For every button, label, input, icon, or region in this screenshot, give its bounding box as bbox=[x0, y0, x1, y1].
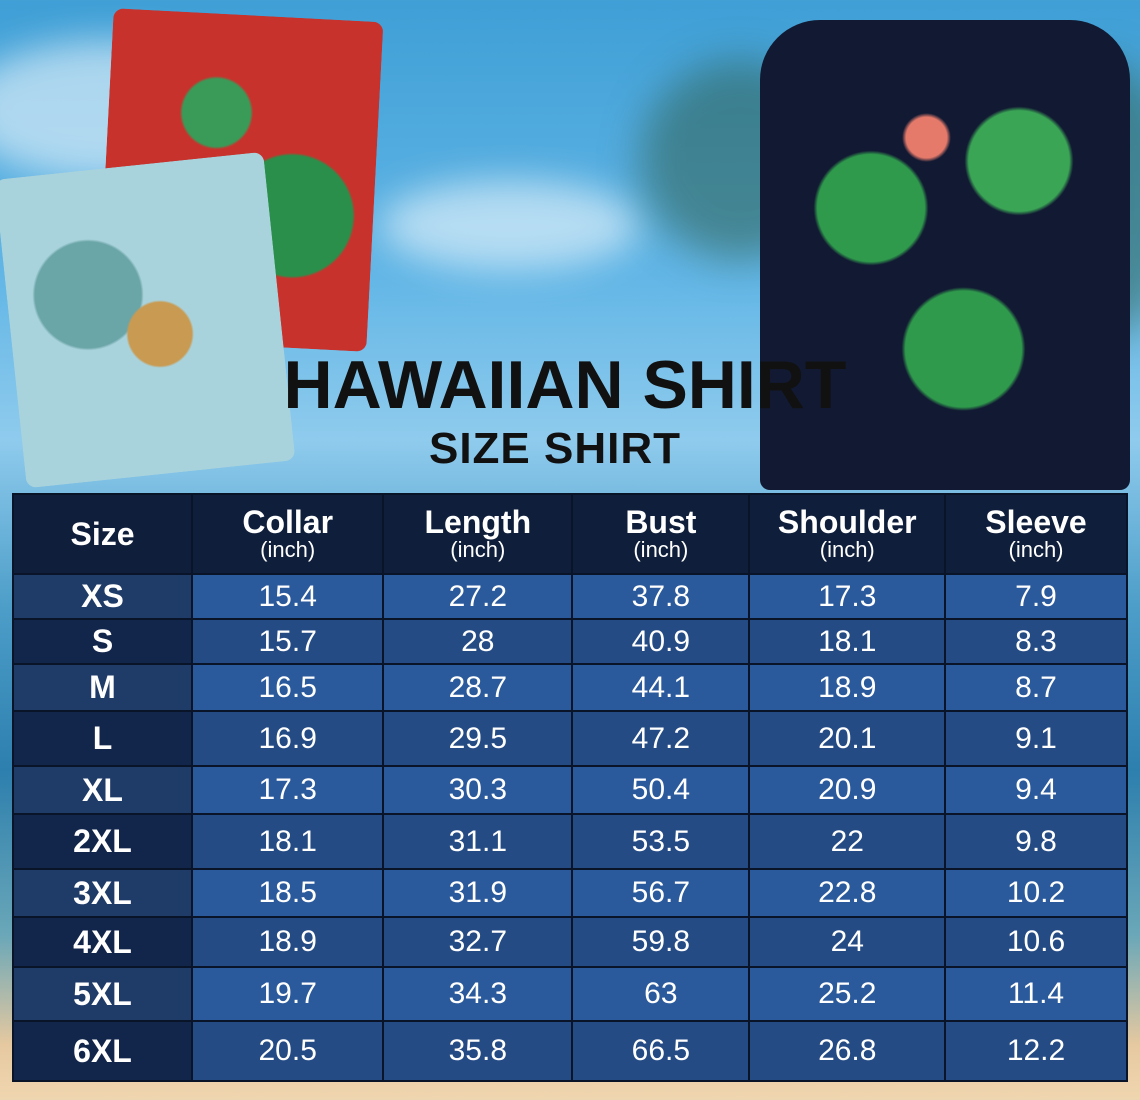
page-title: HAWAIIAN SHIRT bbox=[283, 347, 847, 423]
table-row: 4XL 18.9 32.7 59.8 24 10.6 bbox=[12, 916, 1128, 968]
measurement-cell: 11.4 bbox=[944, 966, 1128, 1022]
measurement-cell: 9.4 bbox=[944, 765, 1128, 815]
column-header-length: Length (inch) bbox=[382, 493, 574, 575]
table-row: L 16.9 29.5 47.2 20.1 9.1 bbox=[12, 710, 1128, 767]
measurement-cell: 26.8 bbox=[748, 1020, 947, 1082]
measurement-cell: 50.4 bbox=[571, 765, 751, 815]
measurement-cell: 16.9 bbox=[190, 710, 385, 767]
size-cell: 3XL bbox=[12, 868, 193, 918]
column-header-label: Collar bbox=[242, 504, 334, 540]
table-row: S 15.7 28 40.9 18.1 8.3 bbox=[12, 618, 1128, 665]
table-header-row: Size Collar (inch) Length (inch) Bust (inch) Sh… bbox=[12, 493, 1128, 575]
measurement-cell: 18.1 bbox=[748, 618, 947, 665]
table-row: M 16.5 28.7 44.1 18.9 8.7 bbox=[12, 663, 1128, 712]
measurement-cell: 31.9 bbox=[382, 868, 574, 918]
size-cell: 2XL bbox=[12, 813, 193, 870]
measurement-cell: 9.1 bbox=[944, 710, 1128, 767]
measurement-cell: 44.1 bbox=[571, 663, 751, 712]
measurement-cell: 20.5 bbox=[190, 1020, 385, 1082]
table-row: 6XL 20.5 35.8 66.5 26.8 12.2 bbox=[12, 1020, 1128, 1082]
column-header-unit: (inch) bbox=[260, 537, 316, 562]
size-cell: 6XL bbox=[12, 1020, 193, 1082]
measurement-cell: 19.7 bbox=[190, 966, 385, 1022]
measurement-cell: 31.1 bbox=[382, 813, 574, 870]
measurement-cell: 17.3 bbox=[190, 765, 385, 815]
measurement-cell: 29.5 bbox=[382, 710, 574, 767]
page-subtitle: SIZE SHIRT bbox=[428, 424, 682, 473]
measurement-cell: 34.3 bbox=[382, 966, 574, 1022]
measurement-cell: 15.7 bbox=[190, 618, 385, 665]
column-header-unit: (inch) bbox=[1008, 537, 1064, 562]
folded-blue-shirt-image bbox=[0, 151, 296, 489]
measurement-cell: 28 bbox=[382, 618, 574, 665]
measurement-cell: 8.7 bbox=[944, 663, 1128, 712]
model-flamingo-shirt-image bbox=[760, 20, 1130, 490]
column-header-collar: Collar (inch) bbox=[190, 493, 385, 575]
measurement-cell: 63 bbox=[571, 966, 751, 1022]
column-header-label: Sleeve bbox=[985, 504, 1087, 540]
measurement-cell: 20.1 bbox=[748, 710, 947, 767]
column-header-unit: (inch) bbox=[450, 537, 506, 562]
table-row: XS 15.4 27.2 37.8 17.3 7.9 bbox=[12, 573, 1128, 620]
measurement-cell: 22.8 bbox=[748, 868, 947, 918]
measurement-cell: 9.8 bbox=[944, 813, 1128, 870]
measurement-cell: 22 bbox=[748, 813, 947, 870]
cloud bbox=[380, 180, 640, 270]
measurement-cell: 56.7 bbox=[571, 868, 751, 918]
column-header-sleeve: Sleeve (inch) bbox=[944, 493, 1128, 575]
measurement-cell: 30.3 bbox=[382, 765, 574, 815]
size-cell: XS bbox=[12, 573, 193, 620]
measurement-cell: 47.2 bbox=[571, 710, 751, 767]
measurement-cell: 18.9 bbox=[190, 916, 385, 968]
measurement-cell: 32.7 bbox=[382, 916, 574, 968]
column-header-unit: (inch) bbox=[819, 537, 875, 562]
column-header-label: Size bbox=[70, 516, 135, 552]
measurement-cell: 8.3 bbox=[944, 618, 1128, 665]
measurement-cell: 18.9 bbox=[748, 663, 947, 712]
measurement-cell: 7.9 bbox=[944, 573, 1128, 620]
measurement-cell: 66.5 bbox=[571, 1020, 751, 1082]
size-cell: 5XL bbox=[12, 966, 193, 1022]
size-cell: S bbox=[12, 618, 193, 665]
measurement-cell: 25.2 bbox=[748, 966, 947, 1022]
measurement-cell: 27.2 bbox=[382, 573, 574, 620]
size-cell: L bbox=[12, 710, 193, 767]
column-header-label: Bust bbox=[625, 504, 697, 540]
size-cell: 4XL bbox=[12, 916, 193, 968]
column-header-label: Shoulder bbox=[777, 504, 917, 540]
column-header-shoulder: Shoulder (inch) bbox=[748, 493, 947, 575]
table-row: 2XL 18.1 31.1 53.5 22 9.8 bbox=[12, 813, 1128, 870]
column-header-label: Length bbox=[424, 504, 532, 540]
measurement-cell: 53.5 bbox=[571, 813, 751, 870]
measurement-cell: 20.9 bbox=[748, 765, 947, 815]
table-row: 3XL 18.5 31.9 56.7 22.8 10.2 bbox=[12, 868, 1128, 918]
measurement-cell: 35.8 bbox=[382, 1020, 574, 1082]
size-cell: XL bbox=[12, 765, 193, 815]
measurement-cell: 10.6 bbox=[944, 916, 1128, 968]
measurement-cell: 16.5 bbox=[190, 663, 385, 712]
measurement-cell: 18.5 bbox=[190, 868, 385, 918]
measurement-cell: 10.2 bbox=[944, 868, 1128, 918]
table-row: 5XL 19.7 34.3 63 25.2 11.4 bbox=[12, 966, 1128, 1022]
measurement-cell: 59.8 bbox=[571, 916, 751, 968]
measurement-cell: 15.4 bbox=[190, 573, 385, 620]
measurement-cell: 37.8 bbox=[571, 573, 751, 620]
column-header-size: Size bbox=[12, 493, 193, 575]
measurement-cell: 17.3 bbox=[748, 573, 947, 620]
measurement-cell: 12.2 bbox=[944, 1020, 1128, 1082]
measurement-cell: 40.9 bbox=[571, 618, 751, 665]
size-chart-table: Size Collar (inch) Length (inch) Bust (inch) Sh… bbox=[12, 493, 1128, 1082]
measurement-cell: 18.1 bbox=[190, 813, 385, 870]
measurement-cell: 24 bbox=[748, 916, 947, 968]
measurement-cell: 28.7 bbox=[382, 663, 574, 712]
table-row: XL 17.3 30.3 50.4 20.9 9.4 bbox=[12, 765, 1128, 815]
column-header-bust: Bust (inch) bbox=[571, 493, 751, 575]
size-cell: M bbox=[12, 663, 193, 712]
column-header-unit: (inch) bbox=[633, 537, 689, 562]
